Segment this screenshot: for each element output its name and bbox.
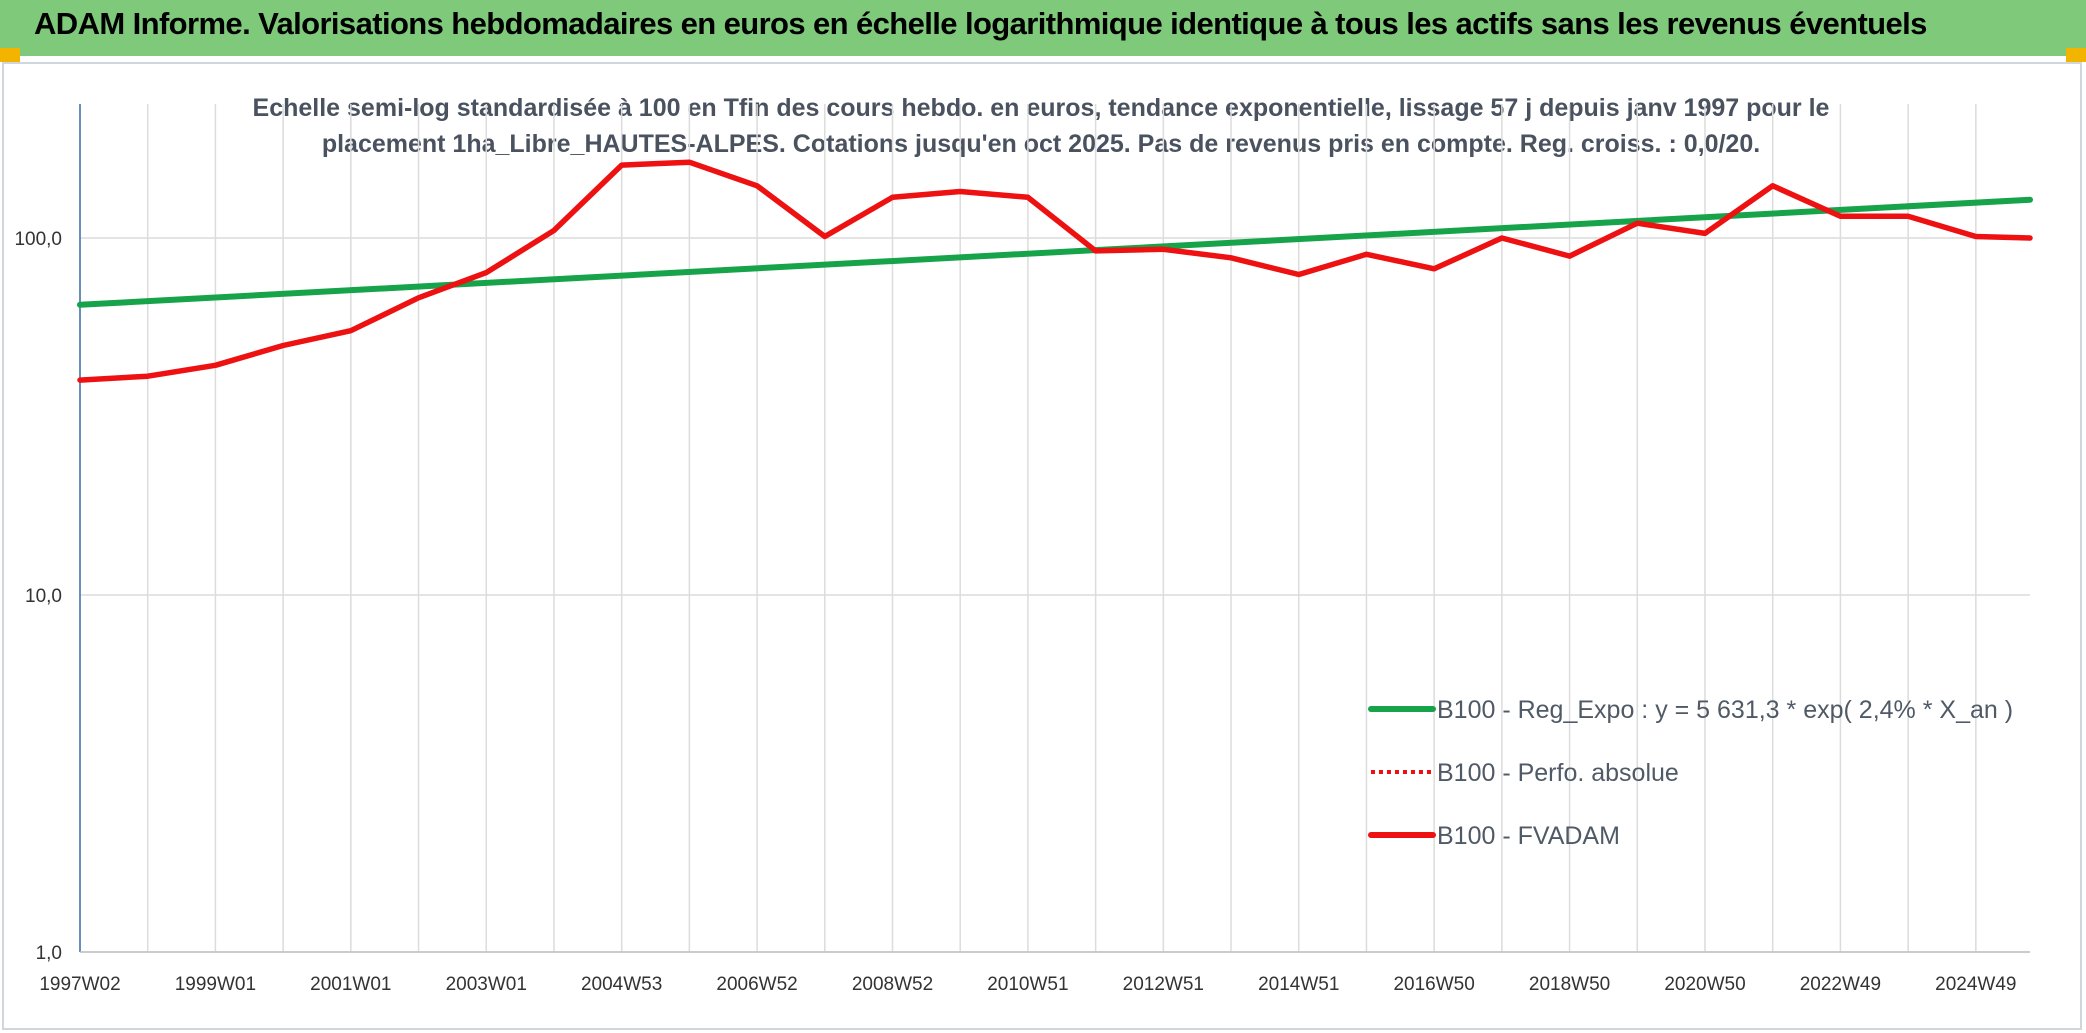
legend-label: B100 - FVADAM [1437,822,1620,850]
chart-subtitle-line-2: placement 1ha_Libre_HAUTES-ALPES. Cotati… [322,130,1760,158]
x-tick-label: 1999W01 [175,974,256,995]
x-tick-label: 1997W02 [39,974,120,995]
trend-line [77,196,2033,308]
x-tick-label: 2016W50 [1393,974,1474,995]
banner-corner-left [0,48,20,62]
plot-series [77,159,2033,383]
y-tick-label: 1,0 [36,943,62,964]
x-tick-label: 2001W01 [310,974,391,995]
legend-label: B100 - Perfo. absolue [1437,759,1679,787]
fvadam-line [77,159,2033,383]
banner-corner-right [2066,48,2086,62]
x-tick-label: 2020W50 [1664,974,1745,995]
x-tick-label: 2008W52 [852,974,933,995]
x-tick-label: 2014W51 [1258,974,1339,995]
y-tick-label: 100,0 [14,229,62,250]
chart: Echelle semi-log standardisée à 100 en T… [14,94,2033,995]
x-tick-label: 2018W50 [1529,974,1610,995]
legend: B100 - Reg_Expo : y = 5 631,3 * exp( 2,4… [1368,696,2013,850]
x-tick-label: 2012W51 [1123,974,1204,995]
x-tick-label: 2024W49 [1935,974,2016,995]
legend-label: B100 - Reg_Expo : y = 5 631,3 * exp( 2,4… [1437,696,2013,724]
axes: 1,0 10,0 100,0 1997W02 1999W01 2001W01 2003W01… [14,104,2030,995]
x-tick-label: 2010W51 [987,974,1068,995]
y-tick-label: 10,0 [25,586,62,607]
x-tick-label: 2022W49 [1800,974,1881,995]
chart-frame: Echelle semi-log standardisée à 100 en T… [2,62,2082,1030]
x-tick-label: 2004W53 [581,974,662,995]
page-title: ADAM Informe. Valorisations hebdomadaire… [34,6,1927,41]
x-tick-label: 2006W52 [716,974,797,995]
x-tick-label: 2003W01 [446,974,527,995]
chart-subtitle-line-1: Echelle semi-log standardisée à 100 en T… [253,94,1830,122]
gridlines [79,104,2030,953]
title-banner: ADAM Informe. Valorisations hebdomadaire… [0,0,2086,62]
